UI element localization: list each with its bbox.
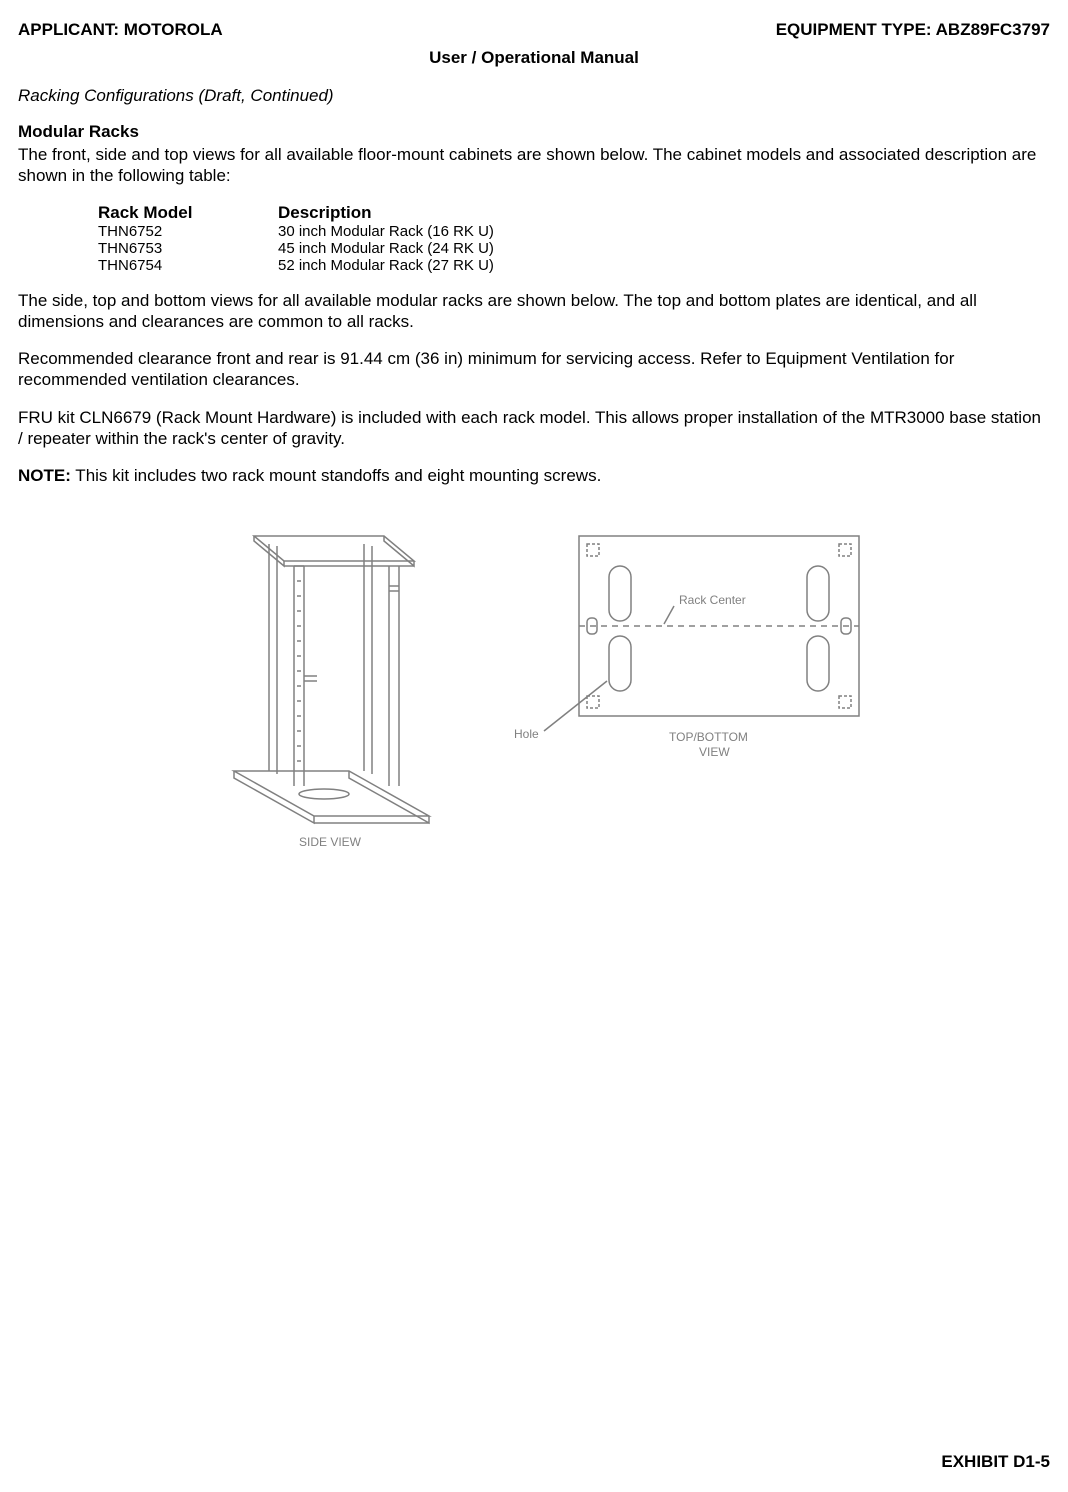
hole-label: Hole	[514, 727, 539, 741]
section-subtitle: Racking Configurations (Draft, Continued…	[18, 86, 1050, 106]
paragraph-3: Recommended clearance front and rear is …	[18, 348, 1050, 391]
note-text: This kit includes two rack mount standof…	[71, 466, 601, 485]
table-header-row: Rack Model Description	[98, 203, 1050, 223]
top-bottom-label-1: TOP/BOTTOM	[669, 730, 748, 744]
heading-modular-racks: Modular Racks	[18, 122, 1050, 142]
table-header-desc: Description	[278, 203, 372, 223]
table-row: THN6752 30 inch Modular Rack (16 RK U)	[98, 223, 1050, 240]
note-label: NOTE:	[18, 466, 71, 485]
document-title: User / Operational Manual	[18, 48, 1050, 68]
table-cell-desc: 45 inch Modular Rack (24 RK U)	[278, 240, 494, 257]
note-paragraph: NOTE: This kit includes two rack mount s…	[18, 465, 1050, 486]
paragraph-1: The front, side and top views for all av…	[18, 144, 1050, 187]
applicant-label: APPLICANT: MOTOROLA	[18, 20, 223, 40]
rack-center-label: Rack Center	[679, 593, 746, 607]
table-cell-model: THN6754	[98, 257, 278, 274]
paragraph-4: FRU kit CLN6679 (Rack Mount Hardware) is…	[18, 407, 1050, 450]
footer-exhibit: EXHIBIT D1-5	[941, 1452, 1050, 1472]
table-cell-desc: 30 inch Modular Rack (16 RK U)	[278, 223, 494, 240]
diagram-area: SIDE VIEW Rack Center Hol	[18, 516, 1050, 856]
side-view-label: SIDE VIEW	[299, 835, 362, 849]
table-row: THN6753 45 inch Modular Rack (24 RK U)	[98, 240, 1050, 257]
table-cell-desc: 52 inch Modular Rack (27 RK U)	[278, 257, 494, 274]
equipment-label: EQUIPMENT TYPE: ABZ89FC3797	[776, 20, 1050, 40]
table-cell-model: THN6752	[98, 223, 278, 240]
top-bottom-diagram: Rack Center Hole TOP/BOTTOM VIEW	[509, 516, 869, 776]
rack-model-table: Rack Model Description THN6752 30 inch M…	[98, 203, 1050, 274]
top-bottom-label-2: VIEW	[699, 745, 730, 759]
table-row: THN6754 52 inch Modular Rack (27 RK U)	[98, 257, 1050, 274]
side-view-diagram: SIDE VIEW	[199, 516, 449, 856]
table-cell-model: THN6753	[98, 240, 278, 257]
table-header-model: Rack Model	[98, 203, 278, 223]
paragraph-2: The side, top and bottom views for all a…	[18, 290, 1050, 333]
header-row: APPLICANT: MOTOROLA EQUIPMENT TYPE: ABZ8…	[18, 20, 1050, 40]
